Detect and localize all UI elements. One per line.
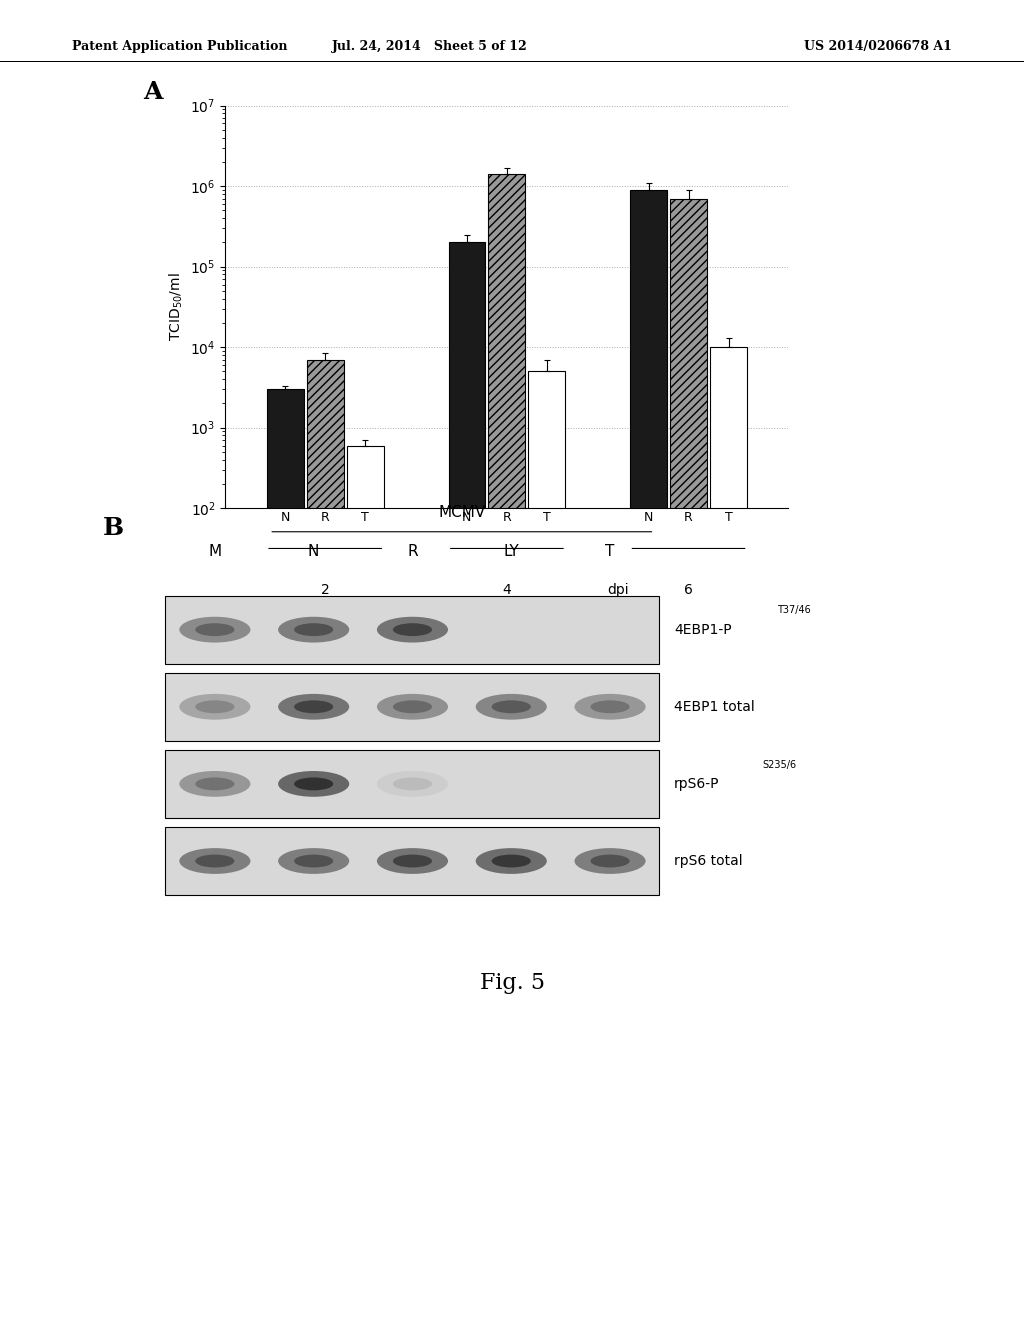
Ellipse shape bbox=[279, 694, 349, 719]
Ellipse shape bbox=[196, 854, 234, 867]
Bar bbox=[670, 198, 707, 1320]
Text: B: B bbox=[102, 516, 124, 540]
Text: 6: 6 bbox=[684, 582, 693, 597]
Ellipse shape bbox=[377, 771, 449, 797]
Text: 4EBP1-P: 4EBP1-P bbox=[674, 623, 732, 636]
Ellipse shape bbox=[179, 694, 251, 719]
Ellipse shape bbox=[294, 623, 333, 636]
Ellipse shape bbox=[196, 701, 234, 713]
Ellipse shape bbox=[179, 616, 251, 643]
Ellipse shape bbox=[476, 849, 547, 874]
Text: rpS6-P: rpS6-P bbox=[674, 777, 720, 791]
Ellipse shape bbox=[196, 777, 234, 791]
Bar bbox=[166, 750, 659, 818]
Text: R: R bbox=[408, 544, 418, 560]
Text: S235/6: S235/6 bbox=[763, 760, 797, 770]
Ellipse shape bbox=[377, 616, 449, 643]
Bar bbox=[267, 389, 304, 1320]
Text: Patent Application Publication: Patent Application Publication bbox=[72, 40, 287, 53]
Ellipse shape bbox=[591, 854, 630, 867]
Bar bbox=[347, 446, 384, 1320]
Ellipse shape bbox=[279, 771, 349, 797]
Bar bbox=[166, 595, 659, 664]
Bar bbox=[630, 190, 667, 1320]
Ellipse shape bbox=[476, 694, 547, 719]
Text: A: A bbox=[143, 81, 163, 104]
Y-axis label: TCID$_{50}$/ml: TCID$_{50}$/ml bbox=[167, 273, 184, 341]
Text: MCMV: MCMV bbox=[438, 506, 485, 520]
Text: Jul. 24, 2014   Sheet 5 of 12: Jul. 24, 2014 Sheet 5 of 12 bbox=[332, 40, 528, 53]
Ellipse shape bbox=[377, 849, 449, 874]
Bar bbox=[307, 359, 344, 1320]
Ellipse shape bbox=[393, 623, 432, 636]
Ellipse shape bbox=[393, 777, 432, 791]
Ellipse shape bbox=[196, 623, 234, 636]
Text: Fig. 5: Fig. 5 bbox=[479, 973, 545, 994]
Text: T: T bbox=[605, 544, 614, 560]
Ellipse shape bbox=[574, 849, 645, 874]
Bar bbox=[166, 673, 659, 741]
Ellipse shape bbox=[179, 771, 251, 797]
Text: 4EBP1 total: 4EBP1 total bbox=[674, 700, 755, 714]
Bar bbox=[166, 828, 659, 895]
Text: US 2014/0206678 A1: US 2014/0206678 A1 bbox=[805, 40, 952, 53]
Text: dpi: dpi bbox=[607, 582, 629, 597]
Bar bbox=[488, 174, 525, 1320]
Text: T37/46: T37/46 bbox=[777, 606, 811, 615]
Ellipse shape bbox=[574, 694, 645, 719]
Ellipse shape bbox=[294, 701, 333, 713]
Ellipse shape bbox=[393, 701, 432, 713]
Text: M: M bbox=[208, 544, 221, 560]
Text: rpS6 total: rpS6 total bbox=[674, 854, 742, 869]
Ellipse shape bbox=[294, 777, 333, 791]
Ellipse shape bbox=[279, 849, 349, 874]
Ellipse shape bbox=[279, 616, 349, 643]
Bar bbox=[710, 347, 746, 1320]
Ellipse shape bbox=[591, 701, 630, 713]
Ellipse shape bbox=[179, 849, 251, 874]
Ellipse shape bbox=[377, 694, 449, 719]
Text: N: N bbox=[308, 544, 319, 560]
Ellipse shape bbox=[492, 854, 530, 867]
Text: 2: 2 bbox=[321, 582, 330, 597]
Text: LY: LY bbox=[504, 544, 519, 560]
Ellipse shape bbox=[393, 854, 432, 867]
Bar bbox=[449, 243, 485, 1320]
Text: 4: 4 bbox=[503, 582, 511, 597]
Bar bbox=[528, 371, 565, 1320]
Ellipse shape bbox=[492, 701, 530, 713]
Ellipse shape bbox=[294, 854, 333, 867]
